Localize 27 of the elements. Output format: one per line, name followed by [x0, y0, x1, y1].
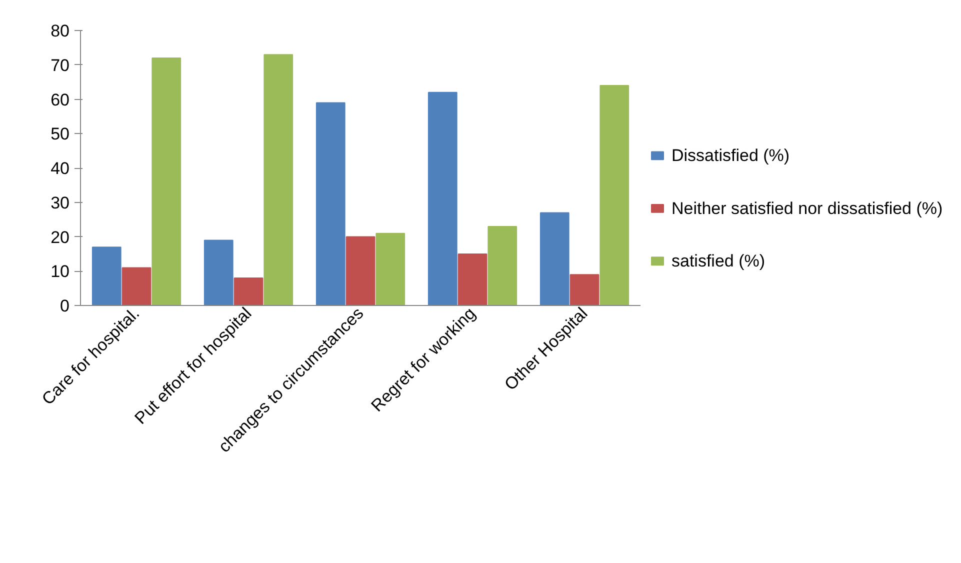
- bar: [376, 232, 406, 306]
- bar: [540, 212, 570, 306]
- bar: [264, 54, 294, 306]
- y-tick-label: 10: [50, 262, 70, 282]
- bar: [122, 267, 152, 306]
- bar: [234, 278, 264, 306]
- y-tick-label: 40: [50, 159, 70, 178]
- y-tick-label: 0: [60, 296, 70, 316]
- y-tick-label: 20: [50, 228, 70, 247]
- legend-label: Neither satisfied nor dissatisfied (%): [672, 198, 943, 218]
- bar: [204, 240, 234, 306]
- bar: [488, 226, 518, 306]
- bar: [600, 85, 630, 306]
- bar: [152, 58, 182, 306]
- bar: [458, 253, 488, 306]
- bar: [92, 246, 122, 306]
- y-tick-label: 60: [50, 90, 70, 110]
- y-tick-label: 80: [50, 22, 70, 40]
- bar: [570, 274, 600, 306]
- bar: [428, 92, 458, 306]
- legend-label: satisfied (%): [672, 252, 766, 271]
- legend-label: Dissatisfied (%): [672, 146, 790, 166]
- bar: [346, 236, 376, 306]
- y-tick-label: 70: [50, 56, 70, 75]
- y-tick-label: 30: [50, 193, 70, 212]
- bar: [316, 102, 346, 306]
- y-tick-label: 50: [50, 124, 70, 144]
